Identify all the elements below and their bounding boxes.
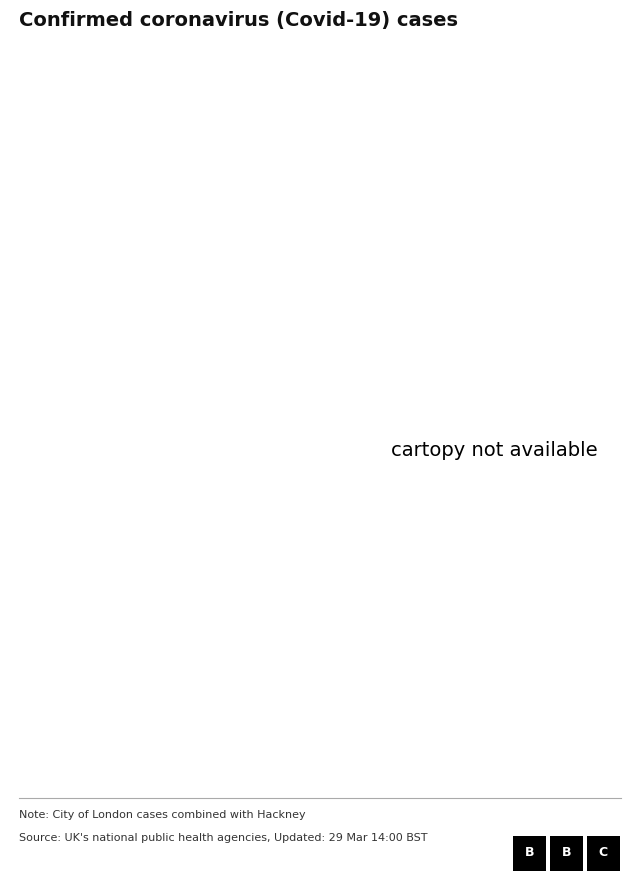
FancyBboxPatch shape xyxy=(550,836,583,871)
Text: B: B xyxy=(525,846,534,859)
Text: Note: City of London cases combined with Hackney: Note: City of London cases combined with… xyxy=(19,810,306,819)
Text: cartopy not available: cartopy not available xyxy=(391,441,598,460)
Text: B: B xyxy=(562,846,571,859)
Text: Confirmed coronavirus (Covid-19) cases: Confirmed coronavirus (Covid-19) cases xyxy=(19,11,458,30)
FancyBboxPatch shape xyxy=(587,836,620,871)
Text: C: C xyxy=(599,846,608,859)
Text: Source: UK's national public health agencies, Updated: 29 Mar 14:00 BST: Source: UK's national public health agen… xyxy=(19,833,428,843)
FancyBboxPatch shape xyxy=(513,836,546,871)
